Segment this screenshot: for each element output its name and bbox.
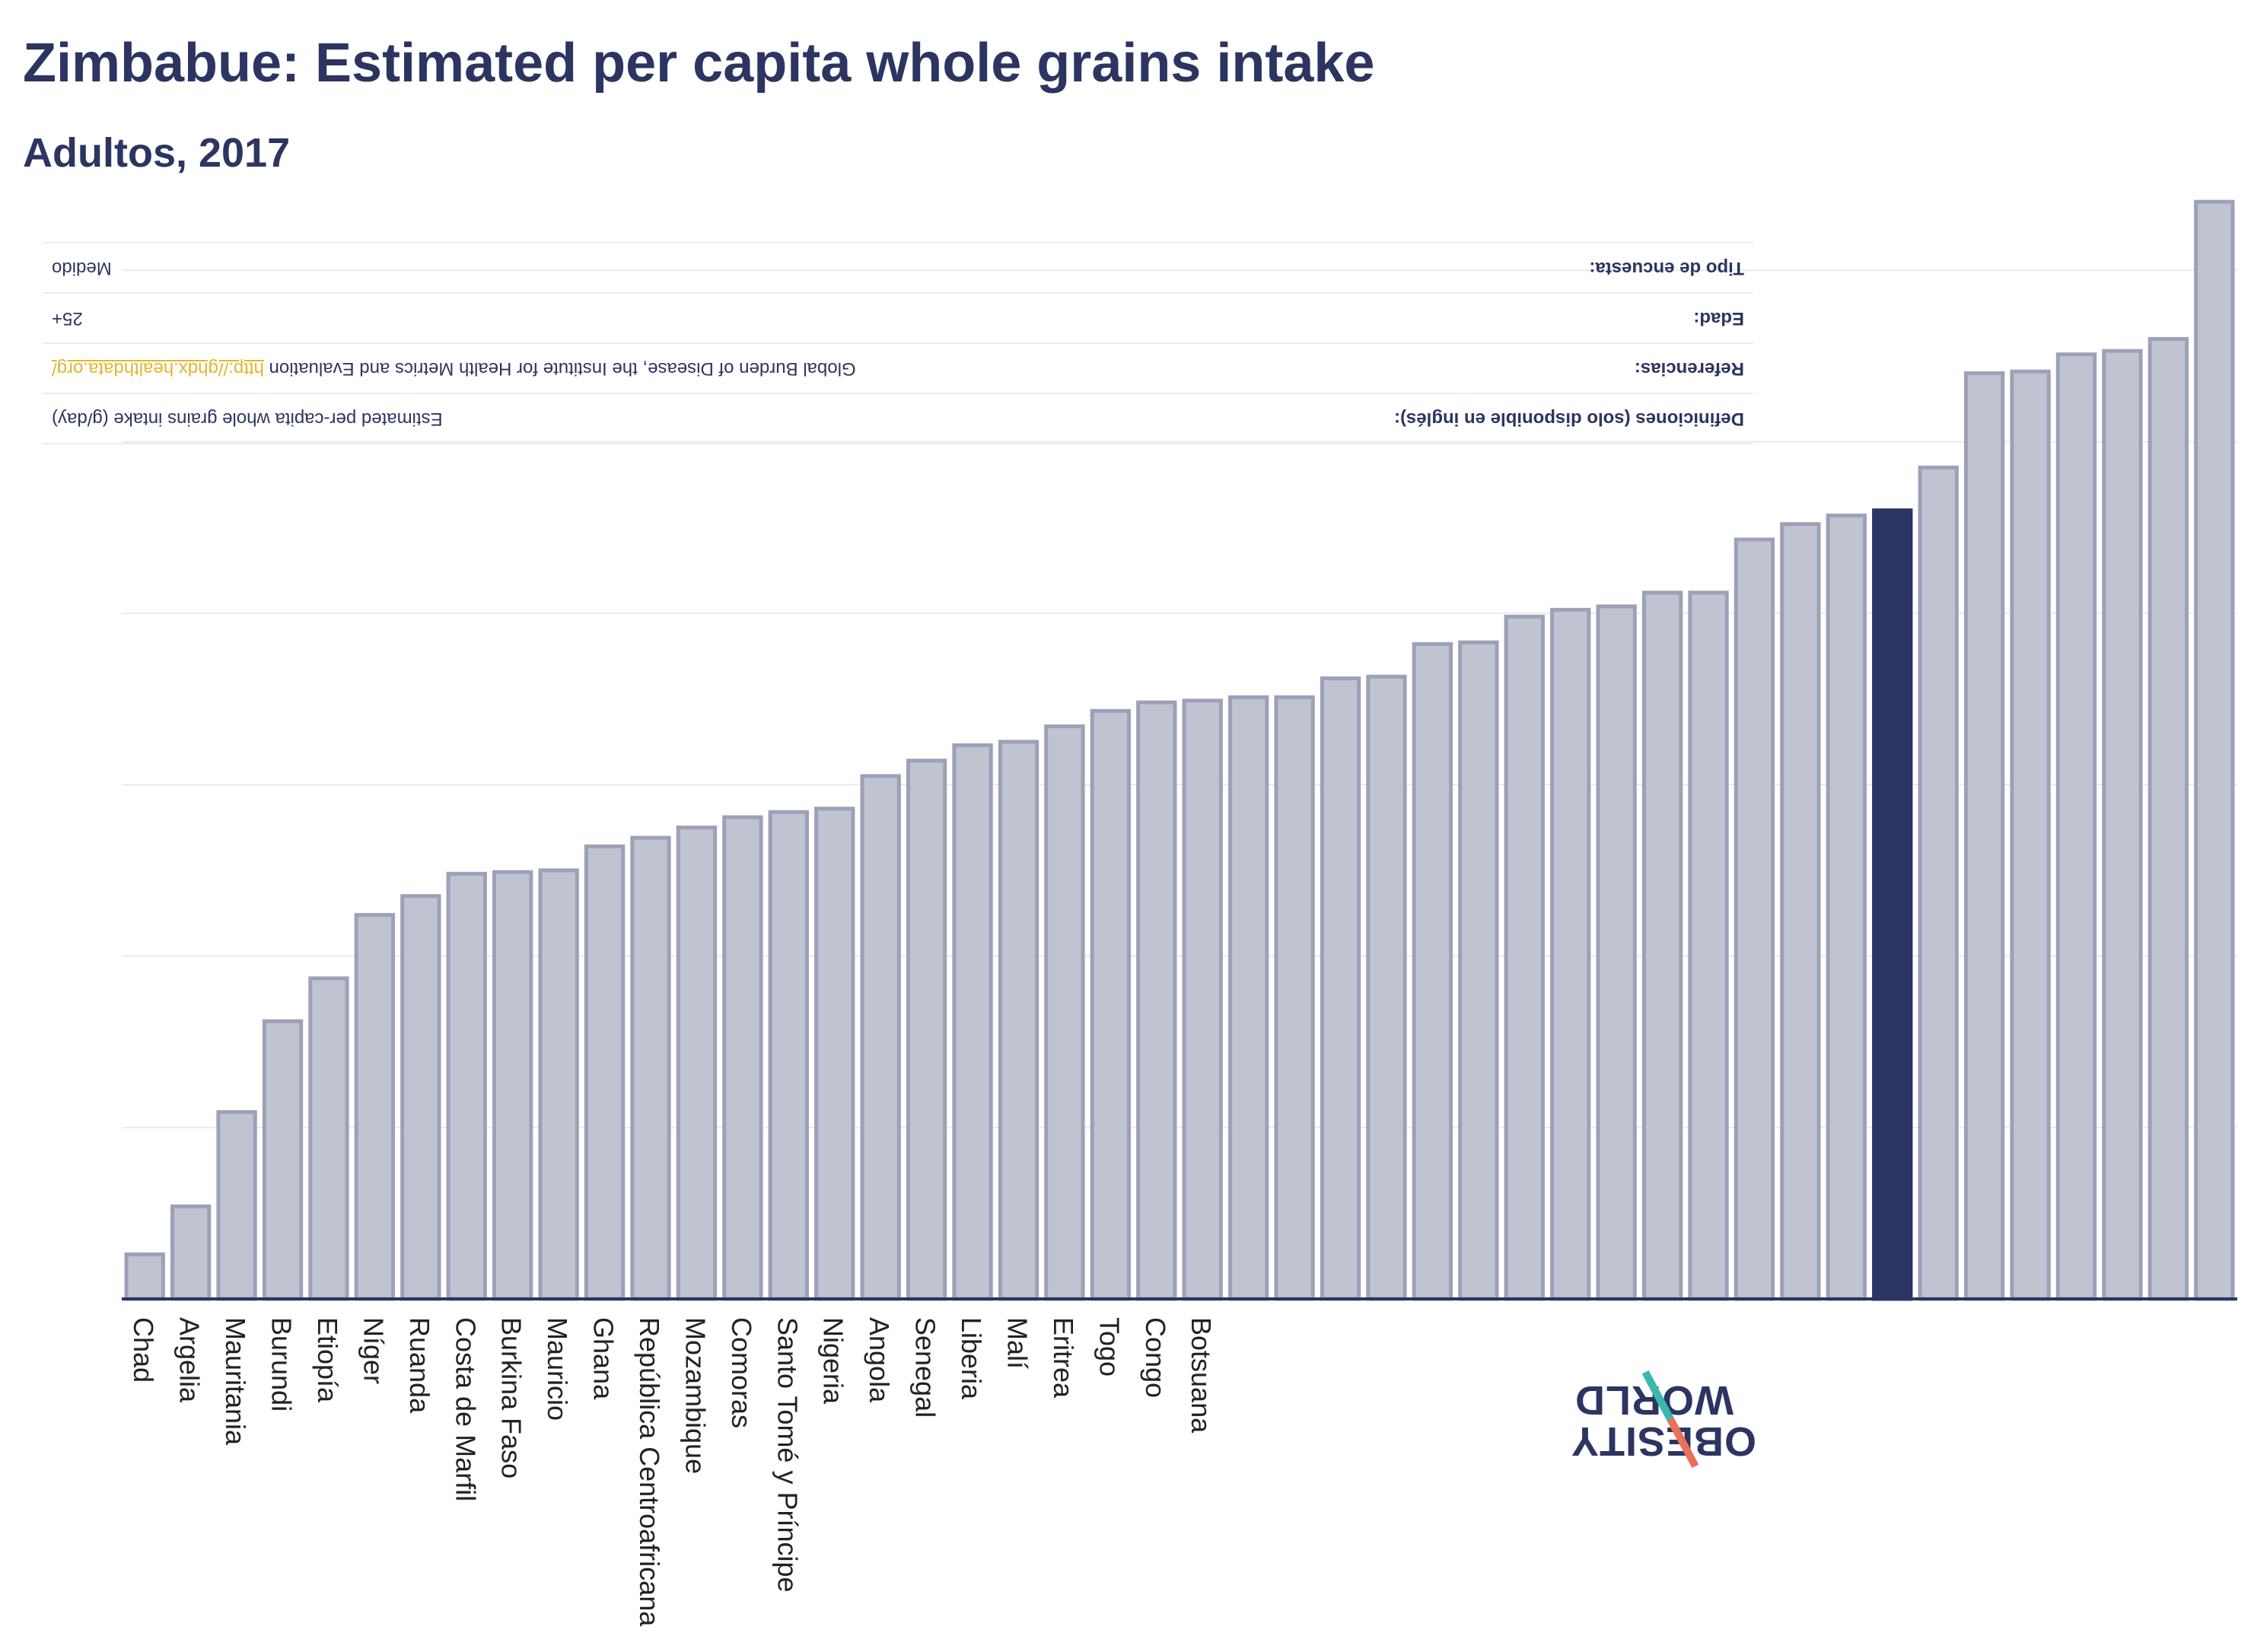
x-tick-label-21: Togo [1094, 1317, 1125, 1377]
x-tick-label-7: Costa de Marfil [450, 1317, 481, 1501]
x-tick-label-18: Liberia [956, 1317, 987, 1400]
x-tick-label-8: Burkina Faso [496, 1317, 527, 1479]
bar-16[interactable] [860, 774, 901, 1301]
bar-37[interactable] [1826, 513, 1867, 1301]
meta-label-references: Referencias: [1634, 358, 1744, 379]
meta-label-age: Edad: [1693, 308, 1744, 329]
bar-26[interactable] [1320, 676, 1361, 1301]
bar-6[interactable] [400, 894, 441, 1301]
meta-row-age: Edad: 25+ [43, 294, 1753, 344]
meta-row-references: Referencias: Global Burden of Disease, t… [43, 344, 1753, 394]
chart-subtitle: Adultos, 2017 [23, 130, 291, 176]
bar-4[interactable] [308, 976, 349, 1301]
x-tick-label-14: Santo Tomé y Príncipe [772, 1317, 803, 1593]
metadata-table: Definiciones (solo disponible en inglés)… [43, 242, 1753, 444]
bar-18[interactable] [952, 743, 993, 1301]
meta-row-survey-type: Tipo de encuesta: Medido [43, 242, 1753, 294]
bar-27[interactable] [1366, 674, 1407, 1301]
bar-3[interactable] [262, 1019, 304, 1301]
meta-label-definitions: Definiciones (solo disponible en inglés)… [1393, 409, 1744, 429]
bar-25[interactable] [1274, 695, 1315, 1301]
bar-44[interactable] [2148, 336, 2189, 1301]
bar-2[interactable] [216, 1109, 257, 1301]
bar-45[interactable] [2194, 199, 2235, 1301]
bar-31[interactable] [1550, 607, 1591, 1301]
bar-9[interactable] [538, 868, 579, 1301]
bar-34[interactable] [1688, 590, 1729, 1301]
bar-43[interactable] [2102, 349, 2143, 1301]
bar-33[interactable] [1641, 590, 1683, 1301]
bar-42[interactable] [2055, 352, 2097, 1301]
bar-19[interactable] [998, 740, 1040, 1301]
x-tick-label-5: Níger [358, 1317, 389, 1384]
bar-30[interactable] [1504, 614, 1545, 1301]
bar-13[interactable] [722, 815, 763, 1301]
bar-14[interactable] [768, 810, 809, 1301]
obesity-world-logo: OBESITY WORLD [1566, 1366, 1756, 1472]
bar-36[interactable] [1780, 522, 1821, 1301]
bar-0[interactable] [124, 1252, 165, 1301]
meta-value-references: Global Burden of Disease, the Institute … [52, 358, 856, 379]
meta-value-survey-type: Medido [52, 258, 112, 279]
meta-row-definitions: Definiciones (solo disponible en inglés)… [43, 394, 1753, 444]
meta-references-text: Global Burden of Disease, the Institute … [263, 358, 856, 379]
bar-23[interactable] [1182, 699, 1223, 1301]
bar-29[interactable] [1458, 640, 1499, 1301]
x-tick-label-20: Eritrea [1048, 1317, 1079, 1399]
bar-32[interactable] [1596, 604, 1637, 1301]
meta-label-survey-type: Tipo de encuesta: [1589, 258, 1744, 279]
logo-text-obesity: OBESITY [1570, 1418, 1756, 1464]
x-tick-label-12: Mozambique [680, 1317, 711, 1474]
x-tick-label-17: Senegal [910, 1317, 941, 1418]
x-tick-label-10: Ghana [588, 1317, 619, 1400]
bar-41[interactable] [2010, 369, 2051, 1301]
bar-21[interactable] [1090, 708, 1132, 1301]
x-tick-label-22: Congo [1140, 1317, 1171, 1398]
bar-39[interactable] [1918, 465, 1959, 1301]
bar-highlight[interactable] [1872, 508, 1913, 1301]
x-tick-label-19: Malí [1001, 1317, 1033, 1369]
x-tick-label-11: República Centroafricana [634, 1317, 665, 1627]
bar-10[interactable] [584, 844, 626, 1301]
bar-35[interactable] [1734, 537, 1775, 1301]
x-tick-label-13: Comoras [726, 1317, 757, 1428]
meta-value-age: 25+ [52, 308, 83, 329]
bar-24[interactable] [1227, 695, 1269, 1301]
bar-8[interactable] [492, 870, 533, 1301]
x-tick-label-23: Botsuana [1186, 1317, 1217, 1434]
bar-1[interactable] [170, 1204, 212, 1301]
x-tick-label-6: Ruanda [404, 1317, 435, 1414]
meta-references-link[interactable]: http://ghdx.healthdata.org/ [52, 358, 264, 379]
x-tick-label-16: Angola [864, 1317, 895, 1403]
bar-20[interactable] [1044, 724, 1085, 1301]
bar-7[interactable] [446, 871, 487, 1301]
x-tick-label-9: Mauricio [542, 1317, 573, 1421]
x-tick-label-3: Burundi [266, 1317, 298, 1412]
bar-28[interactable] [1412, 641, 1453, 1301]
x-tick-label-0: Chad [128, 1317, 159, 1383]
bar-40[interactable] [1963, 371, 2005, 1301]
x-tick-label-2: Mauritania [220, 1317, 251, 1446]
bar-17[interactable] [906, 759, 947, 1301]
bar-5[interactable] [354, 912, 396, 1301]
chart-title: Zimbabue: Estimated per capita whole gra… [23, 33, 1375, 94]
x-tick-label-1: Argelia [174, 1317, 205, 1403]
bar-12[interactable] [676, 825, 718, 1301]
meta-value-definitions: Estimated per-capita whole grains intake… [52, 409, 443, 429]
x-tick-label-4: Etiopía [312, 1317, 343, 1403]
x-tick-label-15: Nigeria [818, 1317, 849, 1405]
bar-15[interactable] [814, 807, 855, 1301]
bar-11[interactable] [630, 836, 671, 1301]
bar-22[interactable] [1136, 700, 1177, 1301]
